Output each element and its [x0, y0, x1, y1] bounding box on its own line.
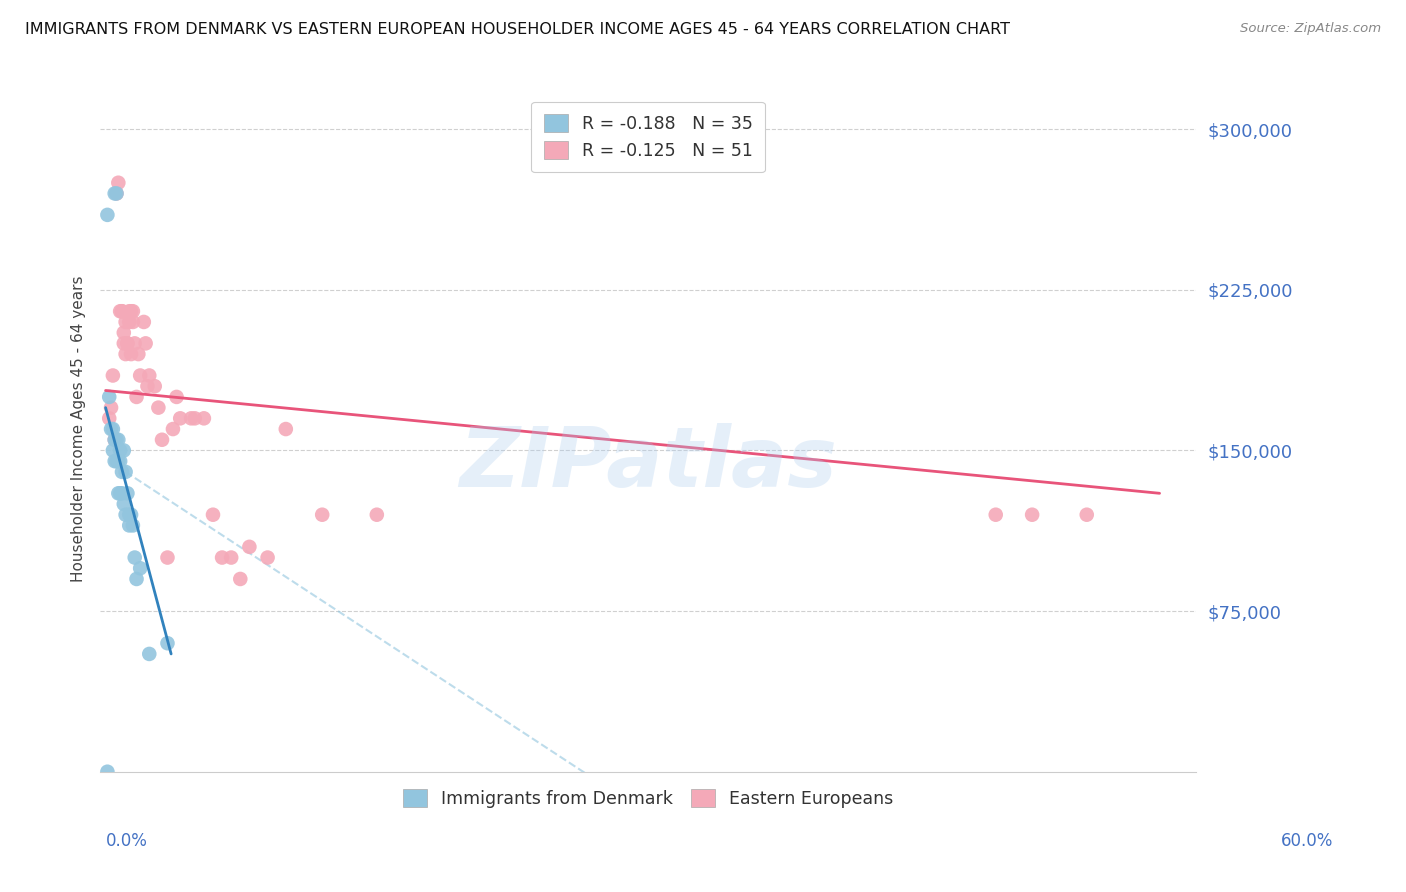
- Point: [136, 379, 159, 393]
- Point: [117, 336, 139, 351]
- Point: [105, 186, 128, 201]
- Point: [184, 411, 207, 425]
- Point: [111, 465, 134, 479]
- Point: [107, 433, 129, 447]
- Point: [104, 433, 127, 447]
- Point: [229, 572, 252, 586]
- Point: [122, 304, 145, 318]
- Point: [162, 422, 184, 436]
- Point: [120, 304, 142, 318]
- Point: [111, 304, 134, 318]
- Point: [984, 508, 1007, 522]
- Point: [156, 550, 179, 565]
- Point: [129, 561, 152, 575]
- Point: [111, 304, 134, 318]
- Point: [100, 422, 122, 436]
- Point: [193, 411, 215, 425]
- Point: [107, 454, 129, 468]
- Point: [104, 454, 127, 468]
- Point: [107, 486, 129, 500]
- Point: [138, 647, 160, 661]
- Point: [120, 347, 142, 361]
- Point: [96, 208, 118, 222]
- Point: [1076, 508, 1098, 522]
- Point: [129, 368, 152, 383]
- Point: [114, 508, 136, 522]
- Text: 60.0%: 60.0%: [1281, 831, 1333, 849]
- Point: [274, 422, 297, 436]
- Y-axis label: Householder Income Ages 45 - 64 years: Householder Income Ages 45 - 64 years: [72, 276, 86, 582]
- Point: [112, 336, 135, 351]
- Point: [108, 486, 131, 500]
- Point: [118, 518, 141, 533]
- Point: [101, 443, 124, 458]
- Point: [366, 508, 388, 522]
- Point: [98, 411, 121, 425]
- Point: [114, 465, 136, 479]
- Point: [114, 315, 136, 329]
- Point: [135, 336, 157, 351]
- Point: [156, 636, 179, 650]
- Point: [132, 315, 155, 329]
- Point: [96, 764, 118, 779]
- Point: [118, 304, 141, 318]
- Point: [125, 390, 148, 404]
- Point: [118, 315, 141, 329]
- Point: [238, 540, 260, 554]
- Point: [124, 336, 146, 351]
- Point: [122, 518, 145, 533]
- Point: [117, 486, 139, 500]
- Point: [111, 486, 134, 500]
- Point: [108, 443, 131, 458]
- Point: [101, 368, 124, 383]
- Point: [201, 508, 224, 522]
- Text: 0.0%: 0.0%: [105, 831, 148, 849]
- Point: [120, 508, 142, 522]
- Point: [108, 304, 131, 318]
- Point: [143, 379, 166, 393]
- Point: [311, 508, 333, 522]
- Point: [104, 186, 127, 201]
- Point: [112, 497, 135, 511]
- Point: [104, 433, 127, 447]
- Point: [150, 433, 173, 447]
- Point: [122, 315, 145, 329]
- Point: [166, 390, 188, 404]
- Point: [105, 186, 128, 201]
- Point: [169, 411, 191, 425]
- Point: [100, 401, 122, 415]
- Text: Source: ZipAtlas.com: Source: ZipAtlas.com: [1240, 22, 1381, 36]
- Point: [98, 390, 121, 404]
- Point: [105, 433, 128, 447]
- Point: [112, 326, 135, 340]
- Point: [219, 550, 242, 565]
- Point: [107, 176, 129, 190]
- Point: [180, 411, 202, 425]
- Point: [148, 401, 170, 415]
- Point: [117, 336, 139, 351]
- Point: [1021, 508, 1043, 522]
- Point: [108, 454, 131, 468]
- Text: IMMIGRANTS FROM DENMARK VS EASTERN EUROPEAN HOUSEHOLDER INCOME AGES 45 - 64 YEAR: IMMIGRANTS FROM DENMARK VS EASTERN EUROP…: [25, 22, 1011, 37]
- Legend: Immigrants from Denmark, Eastern Europeans: Immigrants from Denmark, Eastern Europea…: [396, 781, 900, 814]
- Point: [256, 550, 278, 565]
- Point: [138, 368, 160, 383]
- Point: [211, 550, 233, 565]
- Point: [101, 422, 124, 436]
- Point: [124, 550, 146, 565]
- Point: [105, 454, 128, 468]
- Point: [127, 347, 149, 361]
- Text: ZIPatlas: ZIPatlas: [460, 423, 837, 504]
- Point: [112, 443, 135, 458]
- Point: [114, 347, 136, 361]
- Point: [125, 572, 148, 586]
- Point: [118, 508, 141, 522]
